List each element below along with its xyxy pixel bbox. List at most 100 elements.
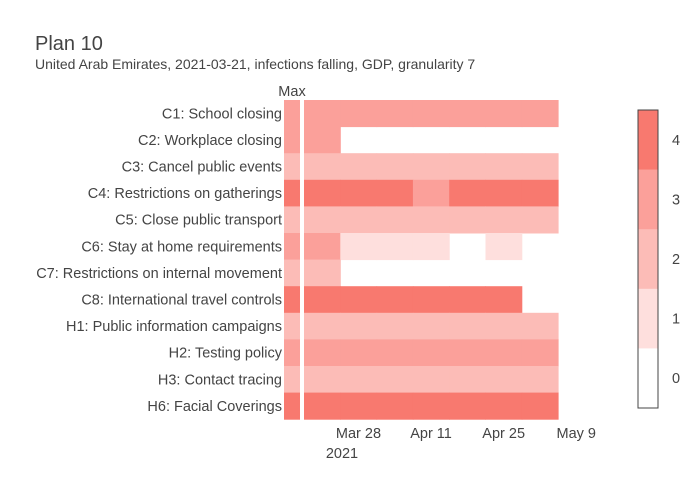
heatmap-cell <box>449 392 486 420</box>
heatmap-cell <box>485 286 523 314</box>
max-cell <box>284 339 300 367</box>
colorbar-tick-label: 3 <box>672 192 680 208</box>
heatmap-cell <box>485 312 523 340</box>
heatmap-cell <box>412 286 450 314</box>
heatmap-cell <box>485 206 523 234</box>
heatmap-cell <box>304 126 341 154</box>
heatmap-cell <box>340 100 378 128</box>
heatmap-cell <box>376 100 414 128</box>
heatmap-cell <box>521 392 559 420</box>
heatmap-cell <box>304 179 341 207</box>
heatmap-cell <box>340 179 378 207</box>
row-labels: C1: School closing C2: Workplace closing C… <box>36 106 283 415</box>
heatmap-cell <box>485 339 523 367</box>
heatmap-cell <box>449 286 486 314</box>
max-cell <box>284 179 300 207</box>
colorbar-segment <box>638 110 658 170</box>
heatmap-cell <box>340 286 378 314</box>
heatmap-cell <box>304 366 341 394</box>
heatmap-cell <box>340 366 378 394</box>
row-label: C1: School closing <box>162 106 282 122</box>
row-label: C8: International travel controls <box>81 293 282 309</box>
row-label: H6: Facial Coverings <box>147 399 282 415</box>
x-tick-label: May 9 <box>557 426 597 442</box>
max-cell <box>284 286 300 314</box>
heatmap-cell <box>485 366 523 394</box>
heatmap-cell <box>340 206 378 234</box>
row-label: C4: Restrictions on gatherings <box>88 186 282 202</box>
heatmap-cell <box>376 312 414 340</box>
heatmap-cell <box>304 339 341 367</box>
max-cell <box>284 206 300 234</box>
heatmap-cell <box>412 366 450 394</box>
x-axis: Mar 28 Apr 11 Apr 25 May 9 <box>336 426 596 442</box>
heatmap-cell <box>412 339 450 367</box>
colorbar-outline <box>637 109 659 409</box>
heatmap-cell <box>376 153 414 181</box>
row-label: H1: Public information campaigns <box>66 319 282 335</box>
heatmap-cell <box>340 153 378 181</box>
chart-subtitle: United Arab Emirates, 2021-03-21, infect… <box>35 56 475 72</box>
row-label: C3: Cancel public events <box>122 160 282 176</box>
heatmap-cell <box>521 339 559 367</box>
max-column <box>284 100 300 420</box>
heatmap-cell <box>485 179 523 207</box>
heatmap-cell <box>340 392 378 420</box>
heatmap-cell <box>485 233 523 261</box>
heatmap-cell <box>376 286 414 314</box>
colorbar-segment <box>638 288 658 349</box>
heatmap-cell <box>521 206 559 234</box>
colorbar-tick-label: 4 <box>672 133 680 149</box>
colorbar-segment <box>638 229 658 290</box>
heatmap-cell <box>304 206 341 234</box>
heatmap-cell <box>412 179 450 207</box>
heatmap-cell <box>485 100 523 128</box>
heatmap-cell <box>521 179 559 207</box>
row-label: C6: Stay at home requirements <box>81 239 282 255</box>
heatmap-cell <box>449 312 486 340</box>
heatmap-cells <box>304 100 559 420</box>
heatmap-cell <box>304 100 341 128</box>
heatmap-cell <box>304 233 341 261</box>
max-cell <box>284 312 300 340</box>
colorbar-tick-label: 1 <box>672 312 680 328</box>
row-label: C7: Restrictions on internal movement <box>36 266 282 282</box>
max-cell <box>284 392 300 420</box>
colorbar-tick-label: 0 <box>672 371 680 387</box>
colorbar-segment <box>638 169 658 230</box>
heatmap-cell <box>412 153 450 181</box>
x-year-label: 2021 <box>326 446 358 462</box>
heatmap-cell <box>449 366 486 394</box>
heatmap-cell <box>449 100 486 128</box>
heatmap-cell <box>376 366 414 394</box>
heatmap-cell <box>485 392 523 420</box>
heatmap-cell <box>304 312 341 340</box>
heatmap-cell <box>340 339 378 367</box>
heatmap-cell <box>412 233 450 261</box>
heatmap-cell <box>340 233 378 261</box>
max-cell <box>284 259 300 287</box>
max-cell <box>284 233 300 261</box>
heatmap-cell <box>376 206 414 234</box>
heatmap-cell <box>376 339 414 367</box>
heatmap-cell <box>376 179 414 207</box>
heatmap-cell <box>376 392 414 420</box>
row-label: H3: Contact tracing <box>158 372 282 388</box>
max-cell <box>284 100 300 128</box>
row-label: C5: Close public transport <box>115 213 282 229</box>
row-label: H2: Testing policy <box>169 346 283 362</box>
heatmap-cell <box>449 206 486 234</box>
heatmap-cell <box>412 312 450 340</box>
x-tick-label: Mar 28 <box>336 426 381 442</box>
max-column-label: Max <box>278 84 306 100</box>
max-cell <box>284 153 300 181</box>
max-cell <box>284 366 300 394</box>
max-cell <box>284 126 300 154</box>
heatmap-cell <box>521 100 559 128</box>
heatmap-cell <box>304 259 341 287</box>
x-tick-label: Apr 11 <box>410 426 452 442</box>
heatmap-cell <box>412 392 450 420</box>
heatmap-cell <box>449 339 486 367</box>
colorbar-segment <box>638 348 658 409</box>
